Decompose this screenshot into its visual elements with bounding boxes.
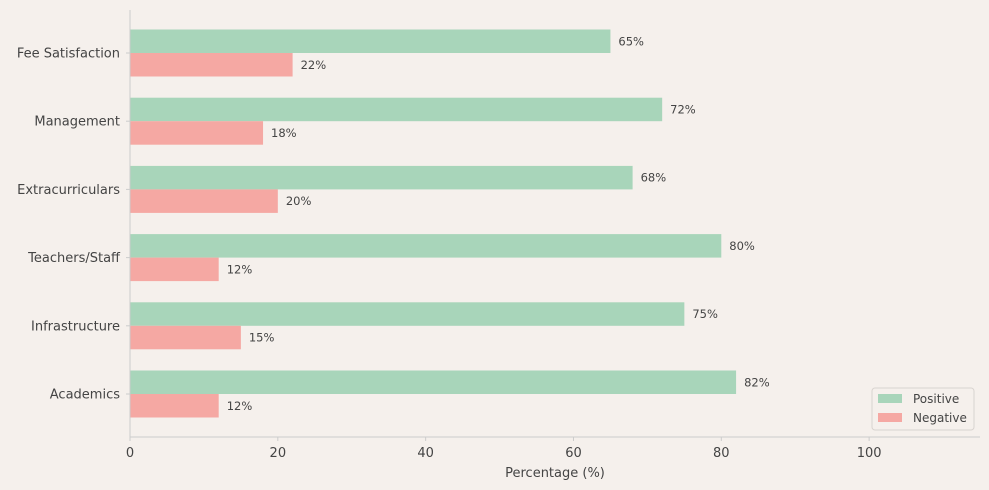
bar-value-label: 65% (618, 34, 644, 48)
bar-positive (130, 97, 663, 122)
bar-value-label: 22% (301, 58, 327, 72)
y-tick-label: Infrastructure (31, 319, 120, 334)
bar-positive (130, 370, 737, 394)
legend-swatch (878, 394, 902, 403)
legend-label: Negative (913, 411, 967, 425)
bar-negative (130, 325, 241, 350)
x-tick-label: 60 (565, 446, 582, 461)
x-tick-label: 100 (857, 446, 882, 461)
y-ticks: Fee Satisfaction Management Extracurricula… (17, 47, 130, 403)
legend-label: Positive (913, 392, 959, 406)
bar-value-label: 18% (271, 126, 297, 140)
bar-value-label: 82% (744, 375, 770, 389)
y-tick-label: Fee Satisfaction (17, 47, 120, 62)
bar-positive (130, 165, 633, 190)
bar-negative (130, 189, 278, 213)
bar-positive (130, 29, 611, 53)
y-tick-label: Extracurriculars (17, 183, 120, 198)
bar-positive (130, 302, 685, 326)
bar-negative (130, 257, 219, 282)
x-ticks: 0 20 40 60 80 100 (126, 437, 882, 461)
bar-negative (130, 394, 219, 418)
x-tick-label: 0 (126, 446, 134, 461)
bar-value-label: 12% (227, 399, 253, 413)
y-tick-label: Teachers/Staff (27, 251, 121, 266)
bar-value-label: 75% (692, 307, 718, 321)
x-tick-label: 20 (270, 446, 287, 461)
bars-layer (130, 29, 737, 418)
bar-negative (130, 121, 264, 145)
legend-swatch (878, 413, 902, 422)
bar-value-label: 20% (286, 194, 312, 208)
bar-value-label: 15% (249, 331, 275, 345)
bar-value-label: 12% (227, 262, 253, 276)
bar-value-label: 68% (641, 171, 667, 185)
bar-value-label: 80% (729, 239, 755, 253)
y-tick-label: Management (34, 115, 120, 130)
x-axis-title: Percentage (%) (505, 466, 605, 481)
bar-positive (130, 234, 722, 258)
x-tick-label: 80 (713, 446, 730, 461)
x-tick-label: 40 (417, 446, 434, 461)
bar-value-label: 72% (670, 102, 696, 116)
labels-layer: 65% 22% 72% 18% 68% 20% 80% 12% 75% 15% 82% 12% (227, 34, 770, 413)
bar-negative (130, 53, 293, 77)
legend: Positive Negative (871, 387, 975, 431)
y-tick-label: Academics (50, 388, 120, 403)
